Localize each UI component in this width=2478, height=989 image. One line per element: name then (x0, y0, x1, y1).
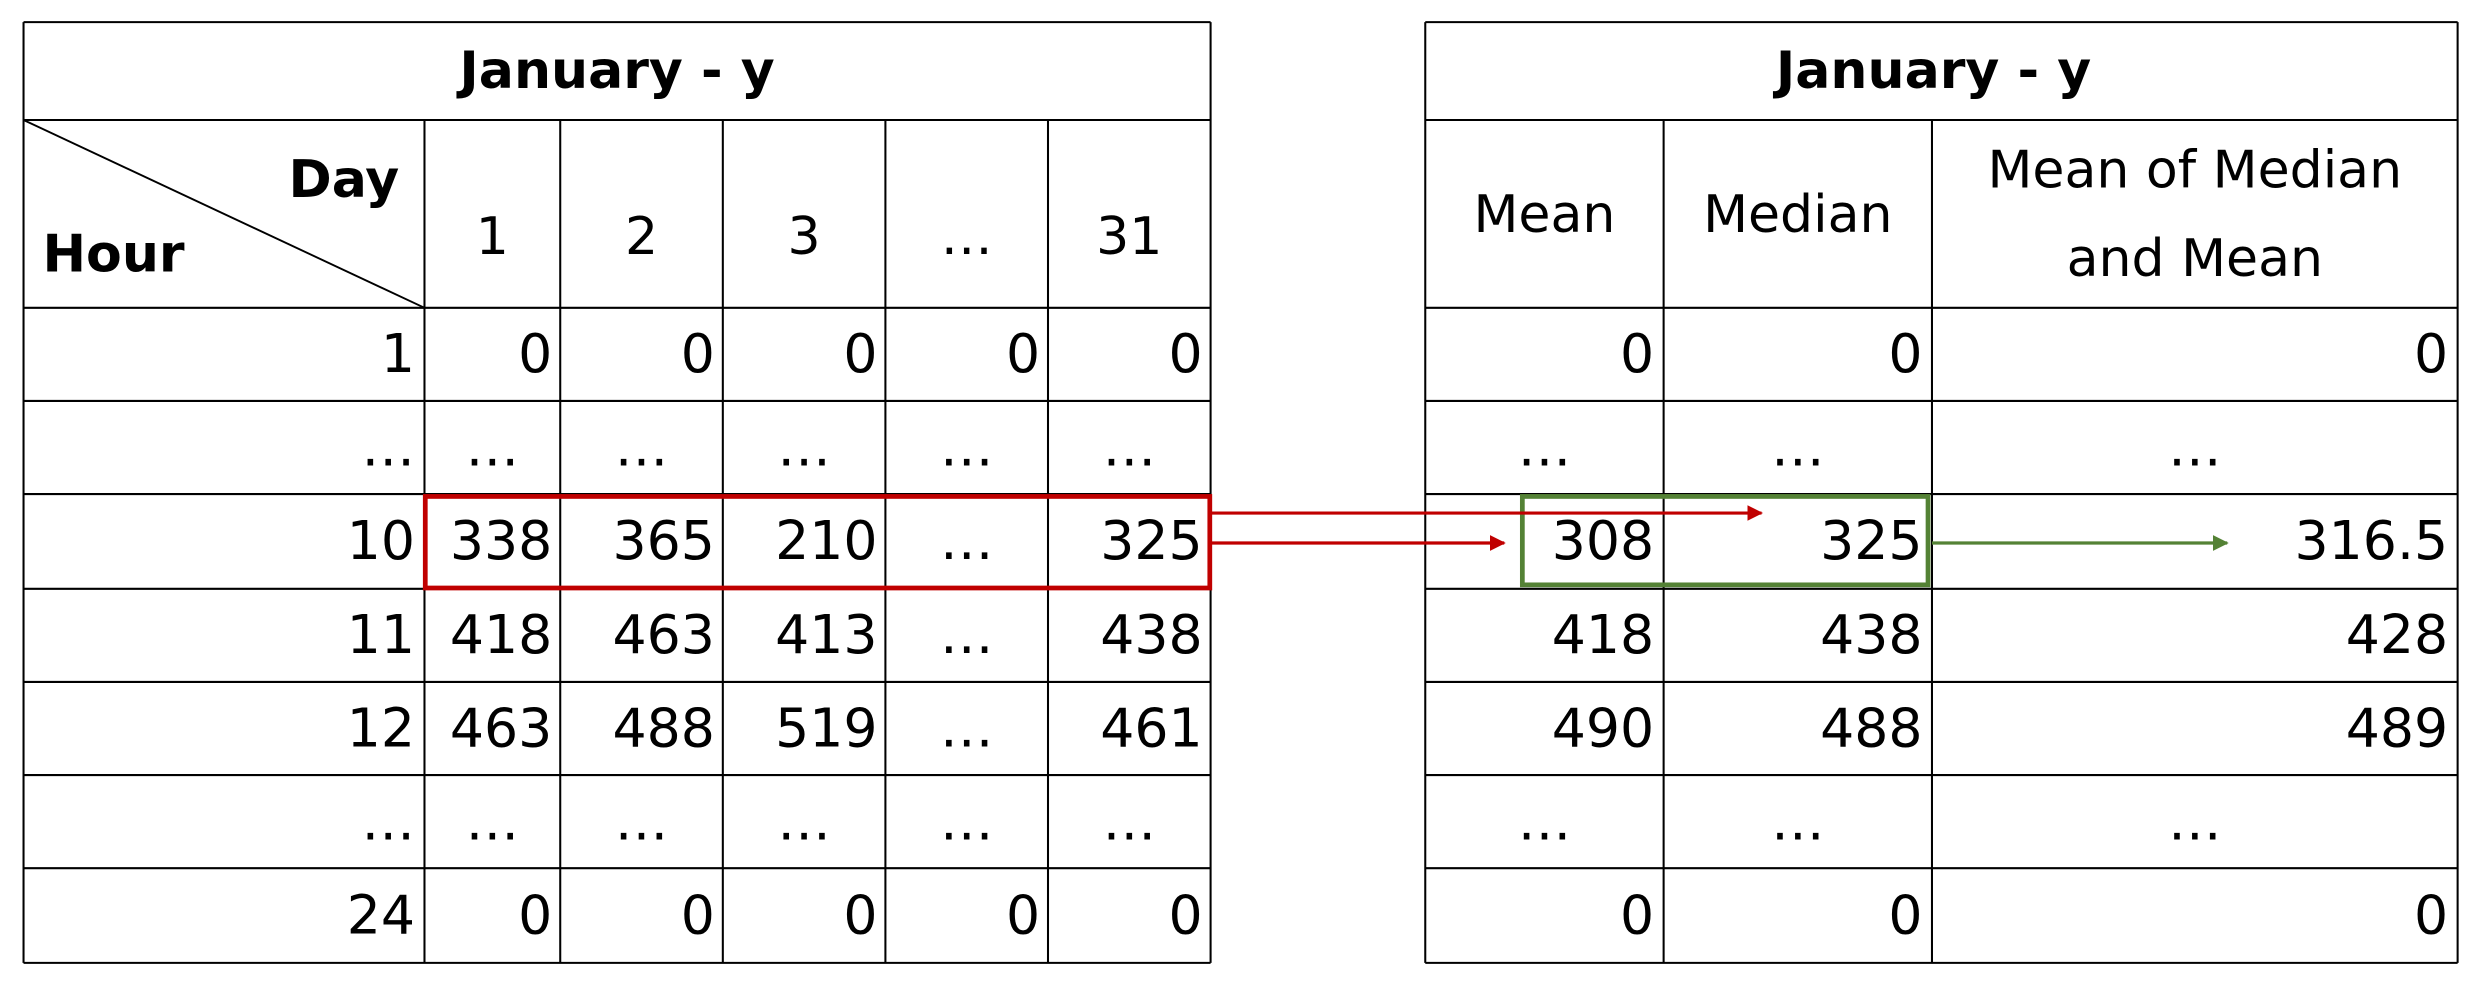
cell-value: … (615, 789, 669, 852)
cell-value: 338 (450, 509, 552, 572)
row-label: 11 (347, 603, 415, 666)
cell-value: 0 (843, 883, 877, 946)
cell-value: 0 (681, 322, 715, 385)
row-label: … (361, 415, 415, 478)
cell-value: … (1518, 415, 1572, 478)
row-header: Hour (42, 224, 184, 284)
column-header: Median (1703, 185, 1892, 245)
cell-value: 308 (1552, 509, 1654, 572)
cell-value: 0 (843, 322, 877, 385)
cell-value: 365 (613, 509, 715, 572)
cell-value: … (466, 789, 520, 852)
cell-value: 0 (681, 883, 715, 946)
highlight-result (1519, 494, 1931, 588)
cell-value: … (940, 603, 994, 666)
cell-value: 0 (1006, 883, 1040, 946)
cell-value: 490 (1552, 696, 1654, 759)
cell-value: … (2168, 789, 2222, 852)
cell-value: … (2168, 415, 2222, 478)
cell-value: 0 (1888, 883, 1922, 946)
cell-value: 488 (613, 696, 715, 759)
cell-value: 0 (1169, 883, 1203, 946)
cell-value: 463 (613, 603, 715, 666)
cell-value: … (1771, 415, 1825, 478)
cell-value: … (1518, 789, 1572, 852)
cell-value: … (940, 696, 994, 759)
row-label: 1 (381, 322, 415, 385)
cell-value: 438 (1100, 603, 1202, 666)
column-header: Mean of Median (1987, 141, 2402, 201)
cell-value: … (940, 509, 994, 572)
column-header: … (941, 207, 993, 267)
column-header: and Mean (2067, 229, 2323, 289)
table-title: January - y (1773, 41, 2091, 101)
cell-value: 325 (1820, 509, 1922, 572)
cell-value: 489 (2346, 696, 2448, 759)
cell-value: 463 (450, 696, 552, 759)
cell-value: … (940, 789, 994, 852)
column-header: 3 (788, 207, 821, 267)
row-label: 24 (347, 883, 415, 946)
cell-value: 0 (1006, 322, 1040, 385)
column-header: 31 (1096, 207, 1162, 267)
cell-value: 418 (450, 603, 552, 666)
cell-value: 0 (2414, 322, 2448, 385)
table-title: January - y (456, 41, 774, 101)
cell-value: 428 (2346, 603, 2448, 666)
cell-value: 519 (775, 696, 877, 759)
cell-value: 418 (1552, 603, 1654, 666)
corner-diagonal (23, 119, 425, 309)
cell-value: … (1771, 789, 1825, 852)
column-header: Day (289, 150, 400, 210)
cell-value: 0 (1169, 322, 1203, 385)
cell-value: 0 (518, 883, 552, 946)
cell-value: 0 (1620, 883, 1654, 946)
column-header: 2 (625, 207, 658, 267)
cell-value: 210 (775, 509, 877, 572)
cell-value: 0 (1620, 322, 1654, 385)
cell-value: … (777, 789, 831, 852)
cell-value: … (777, 415, 831, 478)
cell-value: 438 (1820, 603, 1922, 666)
cell-value: … (615, 415, 669, 478)
cell-value: 0 (518, 322, 552, 385)
cell-value: 413 (775, 603, 877, 666)
row-label: 10 (347, 509, 415, 572)
row-label: 12 (347, 696, 415, 759)
row-label: … (361, 789, 415, 852)
cell-value: 325 (1100, 509, 1202, 572)
cell-value: 461 (1100, 696, 1202, 759)
cell-value: 316.5 (2295, 509, 2449, 572)
cell-value: 0 (1888, 322, 1922, 385)
cell-value: … (1102, 789, 1156, 852)
cell-value: 488 (1820, 696, 1922, 759)
highlight-row (422, 494, 1213, 591)
column-header: Mean (1473, 185, 1615, 245)
cell-value: … (466, 415, 520, 478)
cell-value: 0 (2414, 883, 2448, 946)
column-header: 1 (476, 207, 509, 267)
cell-value: … (940, 415, 994, 478)
cell-value: … (1102, 415, 1156, 478)
